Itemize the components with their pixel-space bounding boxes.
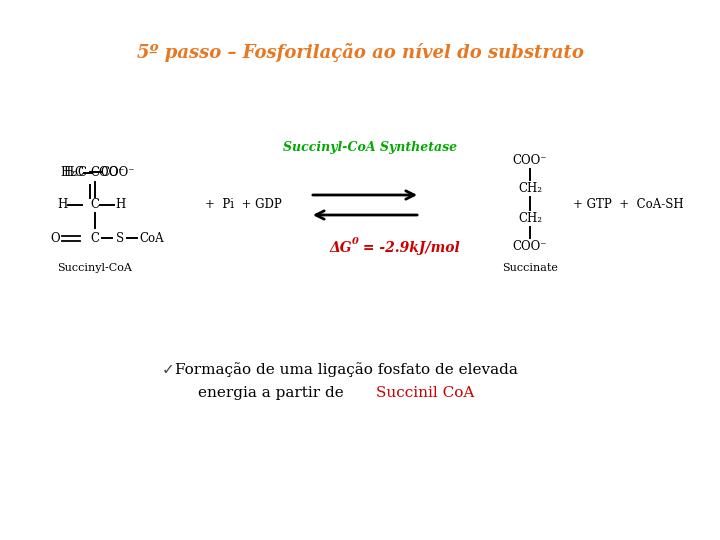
Text: Succinyl-CoA Synthetase: Succinyl-CoA Synthetase	[283, 141, 457, 154]
Text: COO⁻: COO⁻	[513, 153, 547, 166]
Text: Succinil CoA: Succinil CoA	[376, 386, 474, 400]
Text: C: C	[91, 232, 99, 245]
Text: CH₂: CH₂	[518, 212, 542, 225]
Text: H: H	[57, 199, 67, 212]
Text: ✓: ✓	[161, 362, 174, 377]
Text: = -2.9kJ/mol: = -2.9kJ/mol	[358, 241, 460, 255]
Text: COO⁻: COO⁻	[91, 166, 125, 179]
Text: COO⁻: COO⁻	[513, 240, 547, 253]
Text: CH₂: CH₂	[518, 181, 542, 194]
Text: H₂C: H₂C	[60, 165, 84, 179]
Text: +  Pi  + GDP: + Pi + GDP	[204, 199, 282, 212]
Text: O: O	[50, 232, 60, 245]
Text: Succinyl-CoA: Succinyl-CoA	[58, 263, 132, 273]
Text: 0: 0	[352, 238, 359, 246]
Text: 5º passo – Fosforilação ao nível do substrato: 5º passo – Fosforilação ao nível do subs…	[137, 43, 583, 62]
Text: H: H	[115, 199, 125, 212]
Text: ΔG: ΔG	[330, 241, 353, 255]
Text: + GTP  +  CoA-SH: + GTP + CoA-SH	[572, 199, 683, 212]
Text: S: S	[116, 232, 124, 245]
Text: Succinate: Succinate	[502, 263, 558, 273]
Text: COO⁻: COO⁻	[101, 165, 135, 179]
Text: CoA: CoA	[140, 232, 164, 245]
Text: Formação de uma ligação fosfato de elevada: Formação de uma ligação fosfato de eleva…	[175, 362, 518, 377]
Text: H₂C: H₂C	[63, 166, 87, 179]
Text: energia a partir de: energia a partir de	[198, 386, 348, 400]
Text: C: C	[91, 199, 99, 212]
